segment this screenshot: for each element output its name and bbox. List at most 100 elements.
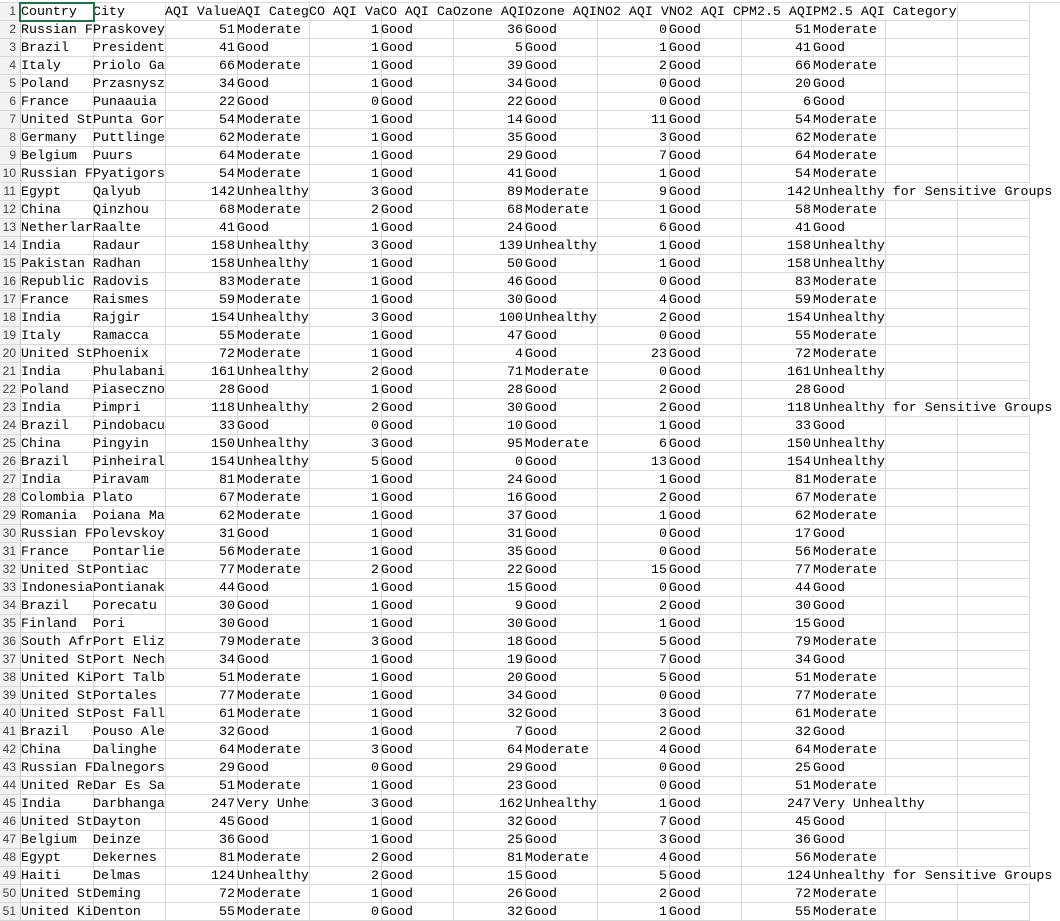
- cell-H3[interactable]: Good: [524, 39, 598, 57]
- cell-I13[interactable]: 6: [596, 219, 670, 237]
- cell-I50[interactable]: 2: [596, 885, 670, 903]
- cell-L36[interactable]: Moderate: [812, 633, 886, 651]
- cell-J5[interactable]: Good: [668, 75, 742, 93]
- cell-C44[interactable]: 51: [164, 777, 238, 795]
- cell-M13[interactable]: [884, 219, 958, 237]
- cell-A11[interactable]: Egypt: [20, 183, 94, 201]
- cell-H19[interactable]: Good: [524, 327, 598, 345]
- cell-B13[interactable]: Raalte: [92, 219, 166, 237]
- cell-M17[interactable]: [884, 291, 958, 309]
- cell-F16[interactable]: Good: [380, 273, 454, 291]
- cell-K21[interactable]: 161: [740, 363, 814, 381]
- cell-L10[interactable]: Moderate: [812, 165, 886, 183]
- cell-C21[interactable]: 161: [164, 363, 238, 381]
- cell-J2[interactable]: Good: [668, 21, 742, 39]
- cell-D37[interactable]: Good: [236, 651, 310, 669]
- cell-D16[interactable]: Moderate: [236, 273, 310, 291]
- cell-F47[interactable]: Good: [380, 831, 454, 849]
- row-number-header[interactable]: 5: [0, 75, 21, 93]
- cell-L40[interactable]: Moderate: [812, 705, 886, 723]
- cell-M25[interactable]: [884, 435, 958, 453]
- cell-A39[interactable]: United St: [20, 687, 94, 705]
- cell-I38[interactable]: 5: [596, 669, 670, 687]
- cell-F18[interactable]: Good: [380, 309, 454, 327]
- cell-N15[interactable]: [956, 255, 1030, 273]
- cell-C40[interactable]: 61: [164, 705, 238, 723]
- cell-A19[interactable]: Italy: [20, 327, 94, 345]
- cell-E35[interactable]: 1: [308, 615, 382, 633]
- cell-D2[interactable]: Moderate: [236, 21, 310, 39]
- cell-D3[interactable]: Good: [236, 39, 310, 57]
- cell-I24[interactable]: 1: [596, 417, 670, 435]
- cell-E14[interactable]: 3: [308, 237, 382, 255]
- cell-I14[interactable]: 1: [596, 237, 670, 255]
- cell-F9[interactable]: Good: [380, 147, 454, 165]
- cell-E38[interactable]: 1: [308, 669, 382, 687]
- cell-K42[interactable]: 64: [740, 741, 814, 759]
- cell-J9[interactable]: Good: [668, 147, 742, 165]
- cell-D46[interactable]: Good: [236, 813, 310, 831]
- cell-G3[interactable]: 5: [452, 39, 526, 57]
- cell-K40[interactable]: 61: [740, 705, 814, 723]
- cell-F43[interactable]: Good: [380, 759, 454, 777]
- cell-B8[interactable]: Puttlinge: [92, 129, 166, 147]
- cell-A47[interactable]: Belgium: [20, 831, 94, 849]
- cell-A6[interactable]: France: [20, 93, 94, 111]
- cell-M20[interactable]: [884, 345, 958, 363]
- cell-F7[interactable]: Good: [380, 111, 454, 129]
- cell-J29[interactable]: Good: [668, 507, 742, 525]
- cell-C12[interactable]: 68: [164, 201, 238, 219]
- cell-F8[interactable]: Good: [380, 129, 454, 147]
- cell-J45[interactable]: Good: [668, 795, 742, 813]
- cell-M42[interactable]: [884, 741, 958, 759]
- cell-J51[interactable]: Good: [668, 903, 742, 921]
- cell-M50[interactable]: [884, 885, 958, 903]
- cell-L23[interactable]: Unhealthy for Sensitive Groups: [812, 399, 1053, 417]
- cell-N47[interactable]: [956, 831, 1030, 849]
- cell-N50[interactable]: [956, 885, 1030, 903]
- row-number-header[interactable]: 37: [0, 651, 21, 669]
- cell-L5[interactable]: Good: [812, 75, 886, 93]
- cell-B23[interactable]: Pimpri: [92, 399, 166, 417]
- cell-M27[interactable]: [884, 471, 958, 489]
- cell-H11[interactable]: Moderate: [524, 183, 598, 201]
- cell-G22[interactable]: 28: [452, 381, 526, 399]
- cell-G11[interactable]: 89: [452, 183, 526, 201]
- cell-G5[interactable]: 34: [452, 75, 526, 93]
- cell-H34[interactable]: Good: [524, 597, 598, 615]
- cell-C29[interactable]: 62: [164, 507, 238, 525]
- cell-E40[interactable]: 1: [308, 705, 382, 723]
- cell-K34[interactable]: 30: [740, 597, 814, 615]
- cell-H18[interactable]: Unhealthy: [524, 309, 598, 327]
- row-number-header[interactable]: 28: [0, 489, 21, 507]
- cell-E28[interactable]: 1: [308, 489, 382, 507]
- cell-L28[interactable]: Moderate: [812, 489, 886, 507]
- row-number-header[interactable]: 49: [0, 867, 21, 885]
- cell-D31[interactable]: Moderate: [236, 543, 310, 561]
- cell-G24[interactable]: 10: [452, 417, 526, 435]
- cell-A37[interactable]: United St: [20, 651, 94, 669]
- cell-C19[interactable]: 55: [164, 327, 238, 345]
- cell-I18[interactable]: 2: [596, 309, 670, 327]
- cell-I27[interactable]: 1: [596, 471, 670, 489]
- cell-H27[interactable]: Good: [524, 471, 598, 489]
- cell-G48[interactable]: 81: [452, 849, 526, 867]
- cell-B11[interactable]: Qalyub: [92, 183, 166, 201]
- cell-K49[interactable]: 124: [740, 867, 814, 885]
- cell-H28[interactable]: Good: [524, 489, 598, 507]
- cell-J27[interactable]: Good: [668, 471, 742, 489]
- cell-F48[interactable]: Good: [380, 849, 454, 867]
- cell-A46[interactable]: United St: [20, 813, 94, 831]
- cell-E2[interactable]: 1: [308, 21, 382, 39]
- cell-F6[interactable]: Good: [380, 93, 454, 111]
- cell-A23[interactable]: India: [20, 399, 94, 417]
- cell-C28[interactable]: 67: [164, 489, 238, 507]
- cell-J23[interactable]: Good: [668, 399, 742, 417]
- cell-K39[interactable]: 77: [740, 687, 814, 705]
- cell-K4[interactable]: 66: [740, 57, 814, 75]
- row-number-header[interactable]: 14: [0, 237, 21, 255]
- cell-D26[interactable]: Unhealthy: [236, 453, 310, 471]
- cell-K23[interactable]: 118: [740, 399, 814, 417]
- cell-H6[interactable]: Good: [524, 93, 598, 111]
- cell-N43[interactable]: [956, 759, 1030, 777]
